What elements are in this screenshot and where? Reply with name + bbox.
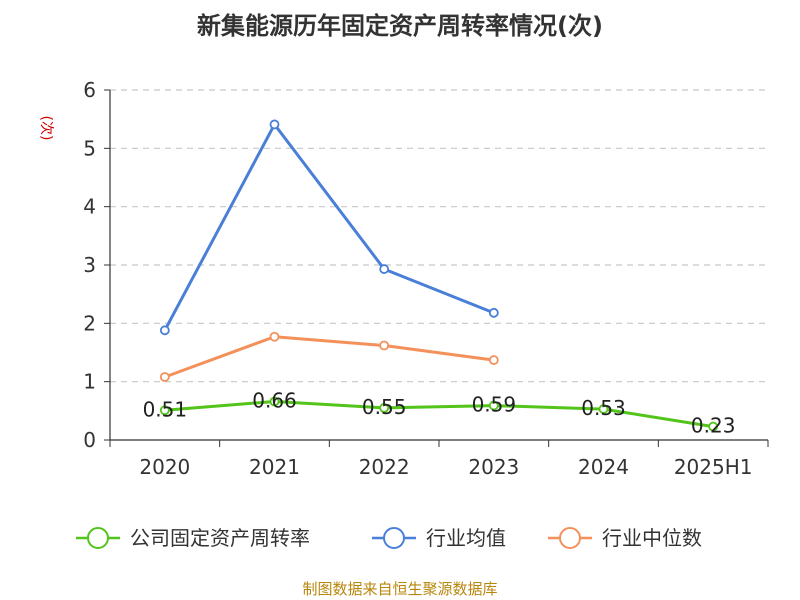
data-point [488, 355, 499, 365]
y-tick-label: 2 [83, 311, 96, 335]
data-point [379, 264, 390, 274]
x-tick-label: 2024 [578, 455, 629, 479]
y-tick-label: 4 [83, 195, 96, 219]
data-point [159, 405, 170, 416]
data-label: 0.55 [362, 395, 407, 419]
data-point [379, 340, 390, 351]
y-tick-label: 6 [83, 78, 96, 102]
x-tick-label: 2020 [139, 455, 190, 479]
legend-item: 行业均值 [372, 526, 506, 550]
x-tick-label: 2022 [359, 455, 410, 479]
data-point [269, 119, 280, 130]
y-tick-label: 1 [83, 370, 96, 394]
series-line [164, 400, 714, 429]
legend-label: 公司固定资产周转率 [130, 526, 310, 550]
data-point [159, 325, 170, 336]
x-tick-label: 2025H1 [674, 455, 753, 479]
legend-item: 公司固定资产周转率 [76, 526, 310, 550]
legend-marker [383, 527, 405, 549]
series-line [163, 122, 495, 332]
x-tick-label: 2021 [249, 455, 300, 479]
data-point [708, 421, 719, 432]
data-point [269, 331, 280, 342]
legend-item: 行业中位数 [548, 526, 702, 550]
y-tick-label: 3 [83, 253, 96, 277]
data-label: 0.66 [252, 389, 297, 413]
series-1 [159, 119, 499, 336]
source-note: 制图数据来自恒生聚源数据库 [302, 580, 497, 598]
x-tick-label: 2023 [468, 455, 519, 479]
series-layer: 0.51 0.66 0.55 0.59 0.53 0.23 [143, 119, 736, 438]
data-point [488, 400, 499, 411]
series-2 [159, 331, 499, 382]
data-point [379, 403, 390, 413]
data-point [269, 396, 280, 407]
legend-label: 行业均值 [426, 526, 506, 550]
series-0: 0.51 0.66 0.55 0.59 0.53 0.23 [143, 389, 736, 438]
chart-title: 新集能源历年固定资产周转率情况(次) [197, 12, 603, 40]
data-point [488, 307, 499, 318]
grid-lines [110, 89, 768, 383]
y-axis-label: (次) [38, 116, 54, 141]
y-tick-label: 0 [83, 428, 96, 452]
legend-marker [87, 527, 109, 549]
axes: 0 1 2 3 4 5 6 2020 2021 2022 2023 2024 2025H1 [83, 78, 769, 479]
data-point [598, 404, 609, 414]
series-line [164, 335, 495, 379]
legend-label: 行业中位数 [602, 526, 702, 550]
data-label: 0.59 [472, 393, 517, 417]
data-label: 0.51 [143, 397, 188, 421]
legend: 公司固定资产周转率 行业均值 行业中位数 [76, 526, 702, 550]
y-tick-label: 5 [83, 136, 96, 160]
legend-marker [559, 527, 581, 549]
data-point [159, 372, 170, 382]
data-label: 0.53 [581, 396, 626, 420]
data-label: 0.23 [691, 414, 736, 438]
